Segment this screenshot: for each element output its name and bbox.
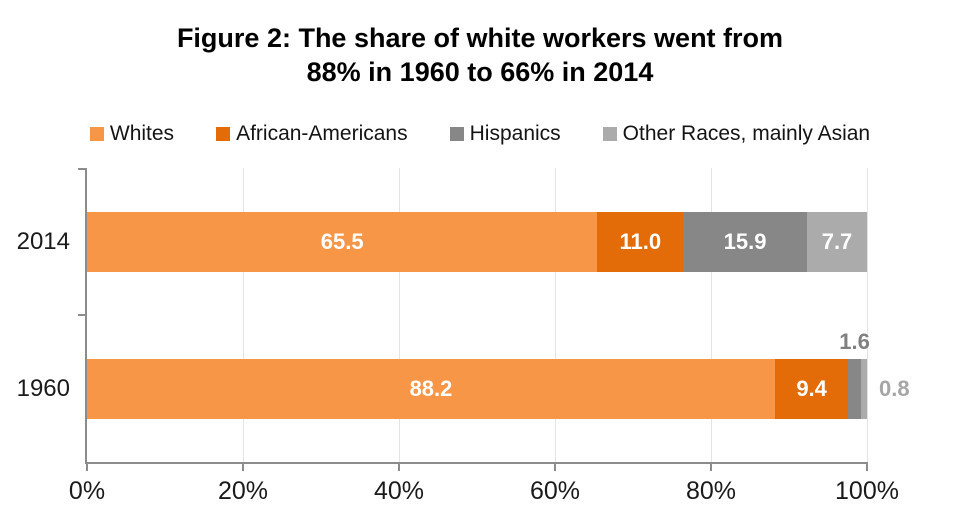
chart-title-line1: Figure 2: The share of white workers wen… [176,23,784,53]
x-axis-tick-label: 0% [68,477,106,505]
bar-segment: 65.5 [87,211,598,272]
x-axis-tick [398,462,400,471]
legend-swatch [602,127,617,141]
bar-segment [860,358,867,419]
gridline [711,168,712,462]
bar-value-label: 9.4 [796,375,827,401]
bar-segment: 88.2 [87,358,775,419]
chart-title: Figure 2: The share of white workers wen… [0,21,960,89]
bar-value-label: 65.5 [320,228,364,254]
x-axis-tick [86,462,88,471]
x-axis-tick-label: 80% [685,477,737,505]
x-axis-line [85,462,868,464]
legend-item: Other Races, mainly Asian [602,122,871,146]
bar-segment: 11.0 [597,211,684,272]
gridline [555,168,556,462]
bar-value-label: 88.2 [409,375,453,401]
legend-swatch [216,127,231,141]
bar-row: 88.2 9.4 [87,358,867,419]
chart-title-line2: 88% in 1960 to 66% in 2014 [306,57,654,87]
gridline [399,168,400,462]
outside-value-label: 1.6 [839,328,870,354]
legend-label: Whites [109,122,175,145]
legend-label: African-Americans [236,122,408,145]
gridline [243,168,244,462]
x-axis-tick-label: 20% [217,477,269,505]
y-axis-tick [78,314,86,316]
bar-value-label: 11.0 [619,228,662,254]
y-axis-line [85,168,87,464]
legend-item: Hispanics [449,122,561,146]
bar-segment: 7.7 [807,211,867,272]
bar-segment [848,358,861,419]
category-label: 2014 [16,227,70,255]
legend-label: Other Races, mainly Asian [622,122,871,145]
x-axis-tick-label: 60% [529,477,581,505]
legend-label: Hispanics [469,122,561,145]
legend-swatch [89,127,104,141]
bar-row: 65.5 11.0 15.9 7.7 [87,211,867,272]
bar-segment: 9.4 [774,358,849,419]
y-axis-tick [78,168,86,170]
outside-value-label: 0.8 [879,375,910,401]
plot-area: 65.5 11.0 15.9 7.7 88.2 9.4 1.6 0.8 [78,168,910,471]
legend-swatch [449,127,464,141]
x-axis-tick [554,462,556,471]
bar-value-label: 7.7 [821,228,853,254]
x-axis-tick-label: 100% [835,477,899,505]
x-axis-tick [710,462,712,471]
legend: Whites African-Americans Hispanics Other Ra… [0,122,960,146]
legend-item: African-Americans [216,122,408,146]
category-label: 1960 [16,374,70,402]
bar-value-label: 15.9 [723,228,767,254]
gridline [867,168,868,462]
bar-segment: 15.9 [683,211,808,272]
legend-item: Whites [89,122,175,146]
x-axis-tick [866,462,868,471]
x-axis-tick-label: 40% [373,477,425,505]
x-axis-tick [242,462,244,471]
